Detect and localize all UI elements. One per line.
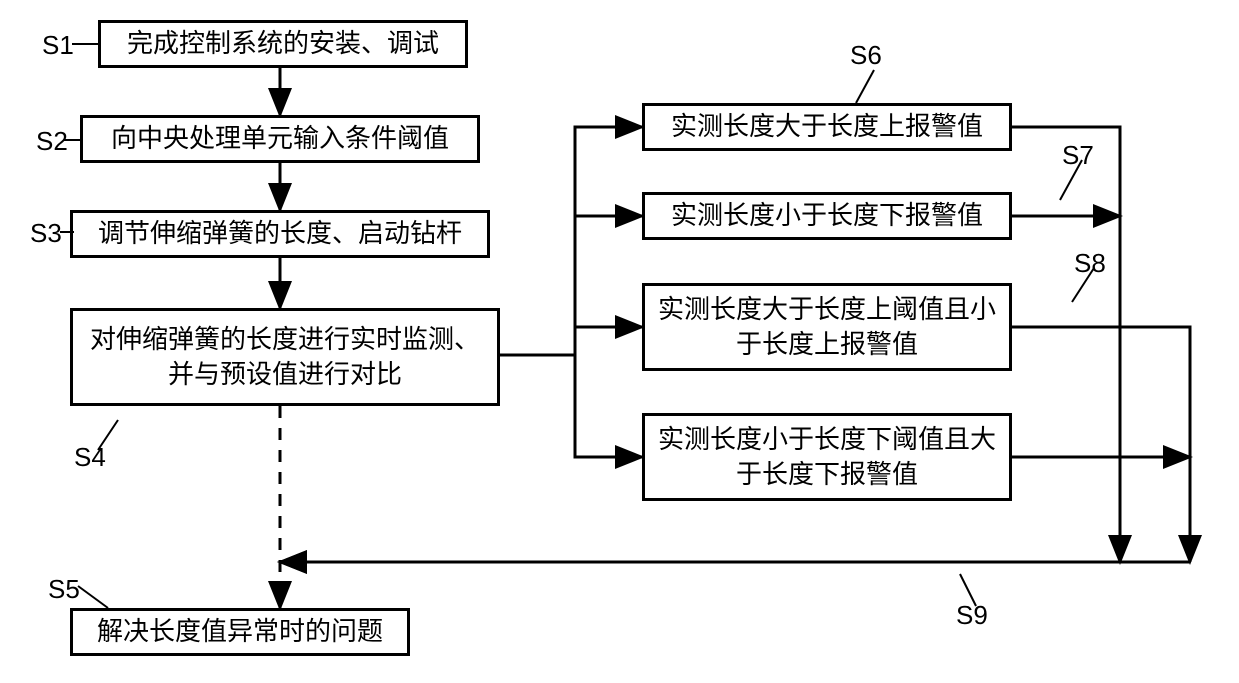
label-s1: S1 (42, 30, 74, 61)
label-s9: S9 (956, 600, 988, 631)
label-s7: S7 (1062, 140, 1094, 171)
node-s2: 向中央处理单元输入条件阈值 (80, 115, 480, 163)
node-s8: 实测长度大于长度上阈值且小于长度上报警值 (642, 283, 1012, 371)
node-s4: 对伸缩弹簧的长度进行实时监测、并与预设值进行对比 (70, 308, 500, 406)
label-s4: S4 (74, 442, 106, 473)
node-s9: 实测长度小于长度下阈值且大于长度下报警值 (642, 413, 1012, 501)
label-s8: S8 (1074, 248, 1106, 279)
node-s5: 解决长度值异常时的问题 (70, 608, 410, 656)
node-s1: 完成控制系统的安装、调试 (98, 20, 468, 68)
label-s3: S3 (30, 218, 62, 249)
label-s6: S6 (850, 40, 882, 71)
node-s6: 实测长度大于长度上报警值 (642, 103, 1012, 151)
label-s2: S2 (36, 126, 68, 157)
label-s5: S5 (48, 574, 80, 605)
node-s7: 实测长度小于长度下报警值 (642, 192, 1012, 240)
node-s3: 调节伸缩弹簧的长度、启动钻杆 (70, 210, 490, 258)
